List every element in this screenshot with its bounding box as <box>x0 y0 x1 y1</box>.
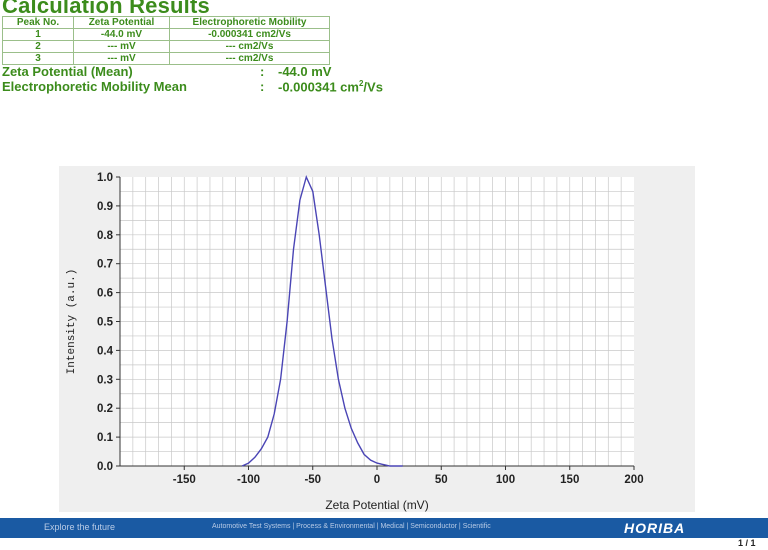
table-header: Electrophoretic Mobility <box>169 16 330 29</box>
x-tick-label: -100 <box>237 474 260 486</box>
y-tick-label: 1.0 <box>97 172 113 184</box>
y-tick-label: 0.6 <box>97 288 113 300</box>
page-number: 1 / 1 <box>738 538 756 548</box>
x-tick-label: -50 <box>304 474 321 486</box>
zeta-mean-label: Zeta Potential (Mean) <box>2 64 133 79</box>
y-tick-label: 0.7 <box>97 259 113 271</box>
separator: : <box>260 64 265 79</box>
mobility-value-text: -0.000341 cm <box>278 79 359 95</box>
table-row: 1 -44.0 mV -0.000341 cm2/Vs <box>2 28 330 41</box>
x-tick-label: -150 <box>173 474 196 486</box>
x-tick-label: 200 <box>624 474 643 486</box>
table-row: 2 --- mV --- cm2/Vs <box>2 40 330 53</box>
mobility-mean-label: Electrophoretic Mobility Mean <box>2 79 187 94</box>
zeta-distribution-chart: 0.0 0.1 0.2 0.3 0.4 0.5 0.6 0.7 0.8 0.9 1.0 -150 -10… <box>66 172 644 512</box>
table-header-row: Peak No. Zeta Potential Electrophoretic … <box>2 16 330 29</box>
mobility-unit: /Vs <box>363 79 383 95</box>
table-header: Zeta Potential <box>73 16 170 29</box>
brand-logo: HORIBA <box>624 520 686 536</box>
page-title: Calculation Results <box>2 0 210 18</box>
x-tick-label: 150 <box>560 474 579 486</box>
table-cell: --- mV <box>73 52 170 65</box>
x-tick-label: 0 <box>374 474 380 486</box>
y-tick-label: 0.8 <box>97 230 114 242</box>
table-cell: --- cm2/Vs <box>169 52 330 65</box>
y-tick-label: 0.3 <box>97 374 113 386</box>
x-axis-title: Zeta Potential (mV) <box>325 498 428 512</box>
y-tick-label: 0.1 <box>97 432 114 444</box>
y-tick-label: 0.0 <box>97 461 113 473</box>
x-tick-label: 50 <box>435 474 448 486</box>
table-cell: --- mV <box>73 40 170 53</box>
y-tick-label: 0.2 <box>97 403 113 415</box>
separator: : <box>260 79 265 94</box>
x-tick-label: 100 <box>496 474 515 486</box>
footer-bar: Explore the future Automotive Test Syste… <box>0 518 768 538</box>
mobility-mean-value: -0.000341 cm2/Vs <box>278 79 383 95</box>
peaks-table: Peak No. Zeta Potential Electrophoretic … <box>2 16 330 65</box>
table-cell: 2 <box>2 40 74 53</box>
table-cell: -44.0 mV <box>73 28 170 41</box>
chart-panel: 0.0 0.1 0.2 0.3 0.4 0.5 0.6 0.7 0.8 0.9 1.0 -150 -10… <box>59 166 695 512</box>
y-tick-label: 0.4 <box>97 345 114 357</box>
table-row: 3 --- mV --- cm2/Vs <box>2 52 330 65</box>
y-tick-label: 0.9 <box>97 201 113 213</box>
series-line <box>241 174 403 467</box>
table-cell: -0.000341 cm2/Vs <box>169 28 330 41</box>
table-cell: --- cm2/Vs <box>169 40 330 53</box>
footer-tagline: Explore the future <box>44 522 116 532</box>
zeta-mean-value: -44.0 mV <box>278 64 332 79</box>
y-tick-label: 0.5 <box>97 317 114 329</box>
table-cell: 3 <box>2 52 74 65</box>
table-header: Peak No. <box>2 16 74 29</box>
table-cell: 1 <box>2 28 74 41</box>
footer-nav: Automotive Test Systems | Process & Envi… <box>212 523 491 530</box>
y-axis-title: Intensity (a.u.) <box>66 269 78 375</box>
